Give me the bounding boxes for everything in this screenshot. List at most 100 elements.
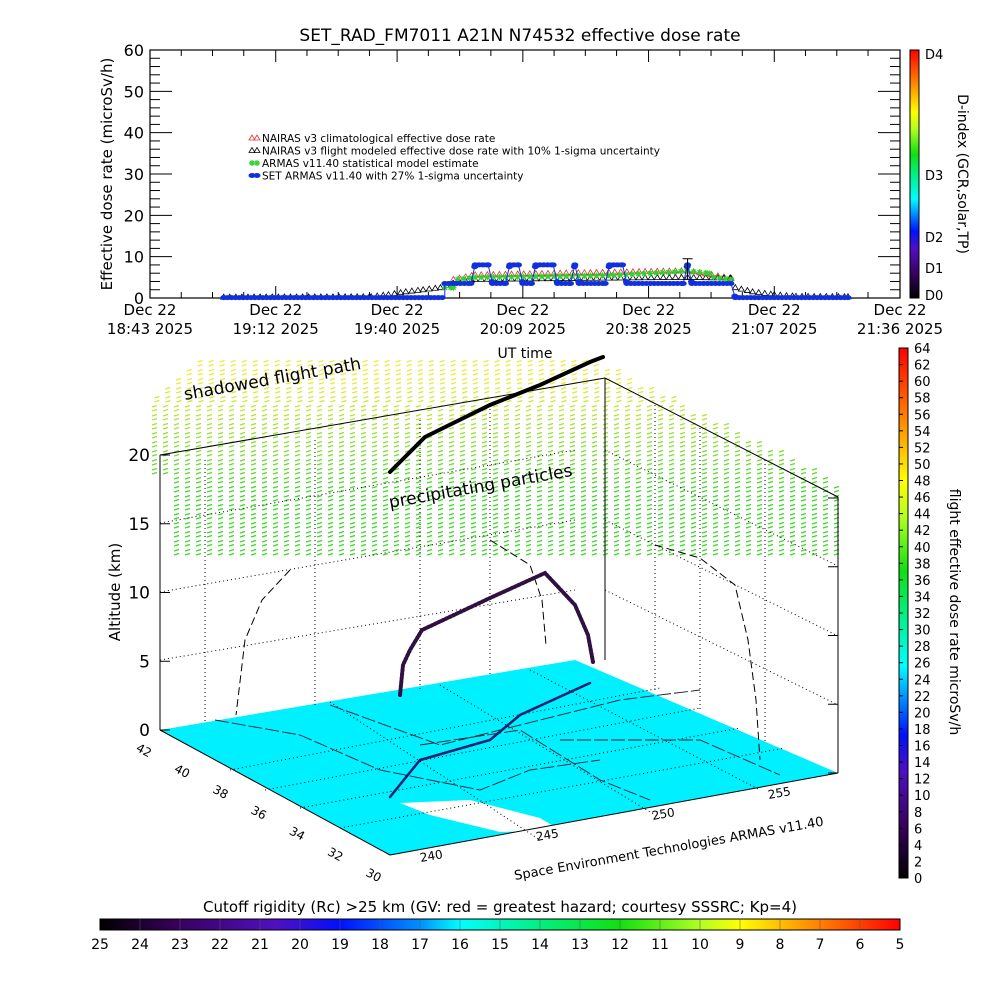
particle-mark	[250, 422, 257, 430]
particle-mark	[338, 476, 345, 484]
particle-mark	[184, 467, 191, 475]
rigidity-tick-label: 14	[531, 937, 549, 953]
particle-mark	[734, 512, 741, 520]
particle-mark	[250, 458, 257, 466]
particle-mark	[228, 548, 235, 556]
particle-mark	[448, 503, 455, 511]
particle-mark	[217, 413, 224, 421]
particle-mark	[437, 431, 444, 439]
particle-mark	[461, 377, 468, 385]
particle-mark	[437, 476, 444, 484]
rigidity-colorbar-ticks: 25 24 23 22 21 20 19 18 17 16 15 14 13 12 11 10 9 8 7 6 5	[91, 919, 904, 953]
particle-mark	[569, 512, 576, 520]
rigidity-tick-label: 12	[611, 937, 629, 953]
data-point	[567, 281, 575, 287]
particle-mark	[613, 431, 620, 439]
particle-mark	[538, 368, 544, 376]
particle-mark	[624, 476, 631, 484]
particle-mark	[393, 449, 400, 457]
particle-mark	[492, 494, 499, 502]
particle-mark	[580, 431, 587, 439]
particle-mark	[184, 422, 191, 430]
particle-mark	[360, 467, 367, 475]
particle-mark	[241, 368, 247, 376]
particle-mark	[591, 494, 598, 502]
altitude-tick-label: 10	[128, 584, 150, 604]
particle-mark	[261, 539, 268, 547]
particle-mark	[558, 458, 565, 466]
particle-mark	[503, 485, 510, 493]
particle-mark	[404, 521, 411, 529]
particle-mark	[701, 530, 708, 538]
particle-mark	[679, 422, 686, 430]
dose-tick-label: 40	[914, 541, 931, 556]
particle-mark	[252, 377, 259, 385]
particle-mark	[272, 476, 279, 484]
particle-mark	[382, 413, 389, 421]
particle-mark	[327, 494, 334, 502]
particle-mark	[241, 359, 247, 367]
particle-mark	[723, 521, 730, 529]
particle-mark	[151, 440, 158, 448]
particle-mark	[525, 548, 532, 556]
particle-mark	[329, 359, 335, 367]
particle-mark	[745, 503, 752, 511]
particle-mark	[206, 539, 213, 547]
particle-mark	[527, 377, 534, 385]
particle-mark	[448, 539, 455, 547]
data-point	[616, 271, 623, 278]
particle-mark	[173, 539, 180, 547]
particle-mark	[274, 368, 280, 376]
particle-mark	[624, 530, 631, 538]
particle-mark	[778, 494, 785, 502]
particle-mark	[184, 548, 191, 556]
particle-mark	[382, 548, 389, 556]
particle-mark	[382, 485, 389, 493]
particle-mark	[428, 359, 434, 367]
particle-mark	[613, 404, 620, 412]
data-point	[450, 284, 457, 291]
particle-mark	[239, 422, 246, 430]
particle-mark	[822, 503, 829, 511]
particle-mark	[198, 386, 204, 394]
particle-mark	[426, 530, 433, 538]
particle-mark	[569, 485, 576, 493]
dose-tick-label: 28	[914, 640, 931, 655]
rigidity-tick-label: 17	[411, 937, 429, 953]
particle-mark	[536, 503, 543, 511]
data-point	[690, 268, 697, 275]
rigidity-tick-label: 5	[896, 937, 905, 953]
particle-mark	[316, 413, 323, 421]
legend-marker	[248, 134, 256, 141]
particle-mark	[184, 458, 191, 466]
particle-mark	[437, 530, 444, 538]
particle-mark	[767, 539, 774, 547]
particle-mark	[723, 422, 730, 430]
particle-mark	[239, 485, 246, 493]
particle-mark	[492, 485, 499, 493]
particle-mark	[448, 494, 455, 502]
data-point	[402, 288, 410, 295]
particle-mark	[338, 440, 345, 448]
particle-mark	[184, 485, 191, 493]
particle-mark	[615, 377, 622, 385]
particle-mark	[338, 539, 345, 547]
particle-mark	[569, 458, 576, 466]
particle-mark	[712, 512, 719, 520]
particle-mark	[723, 476, 730, 484]
particle-mark	[327, 404, 334, 412]
particle-mark	[583, 386, 589, 394]
particle-mark	[569, 431, 576, 439]
x-tick-date: Dec 22	[748, 301, 801, 319]
particle-mark	[283, 539, 290, 547]
particle-mark	[712, 539, 719, 547]
particle-mark	[349, 476, 356, 484]
latitude-ticks: 42 40 38 36 34 32 30	[134, 741, 384, 885]
particle-mark	[591, 476, 598, 484]
data-point	[514, 262, 522, 268]
particle-mark	[514, 422, 521, 430]
particle-mark	[261, 458, 268, 466]
particle-mark	[679, 467, 686, 475]
particle-mark	[657, 467, 664, 475]
data-point	[702, 269, 709, 276]
